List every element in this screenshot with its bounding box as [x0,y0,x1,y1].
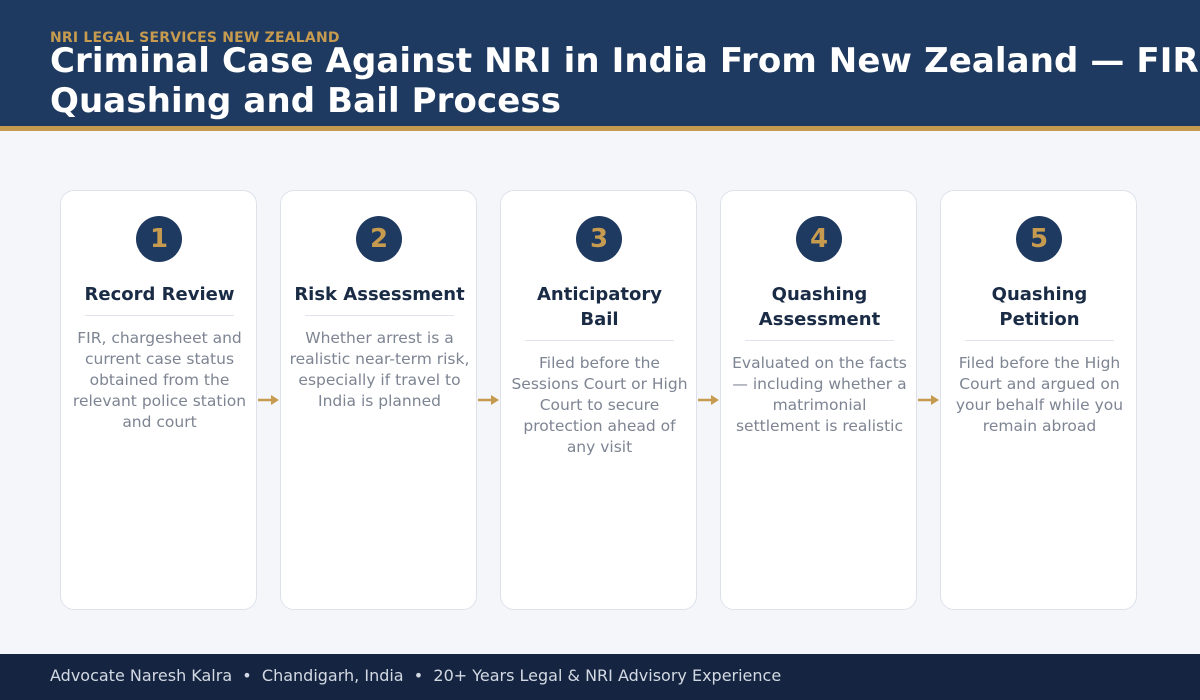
header-accent-rule [0,126,1200,131]
arrow-right-icon [478,395,499,405]
header-banner: NRI LEGAL SERVICES NEW ZEALAND Criminal … [0,0,1200,126]
step-divider [305,315,454,316]
step-divider [965,340,1114,341]
step-title: Record Review [84,284,235,305]
step-title: Anticipatory Bail [537,284,662,330]
step-number-badge: 3 [576,216,622,262]
step-description: Evaluated on the facts — including wheth… [732,354,907,435]
step-number-badge: 1 [136,216,182,262]
step-title: Quashing Petition [991,284,1088,330]
arrow-right-icon [258,395,279,405]
arrow-right-icon [698,395,719,405]
step-number-badge: 2 [356,216,402,262]
footer-credits: Advocate Naresh Kalra • Chandigarh, Indi… [50,666,782,685]
page-title: Criminal Case Against NRI in India From … [50,41,1199,121]
step-card-3: 3 Anticipatory Bail Filed before the Ses… [500,190,697,610]
arrow-right-icon [918,395,939,405]
step-description: Whether arrest is a realistic near-term … [289,329,470,410]
step-divider [525,340,674,341]
step-title: Quashing Assessment [758,284,881,330]
step-card-2: 2 Risk Assessment Whether arrest is a re… [280,190,477,610]
step-title: Risk Assessment [294,284,465,305]
step-number-badge: 4 [796,216,842,262]
step-divider [745,340,894,341]
step-description: FIR, chargesheet and current case status… [72,329,247,431]
step-number-badge: 5 [1016,216,1062,262]
step-description: Filed before the Sessions Court or High … [511,354,688,456]
step-card-4: 4 Quashing Assessment Evaluated on the f… [720,190,917,610]
step-description: Filed before the High Court and argued o… [955,354,1124,435]
eyebrow-label: NRI LEGAL SERVICES NEW ZEALAND [50,30,340,46]
footer-bar: Advocate Naresh Kalra • Chandigarh, Indi… [0,654,1200,700]
step-divider [85,315,234,316]
step-card-1: 1 Record Review FIR, chargesheet and cur… [60,190,257,610]
step-card-5: 5 Quashing Petition Filed before the Hig… [940,190,1137,610]
